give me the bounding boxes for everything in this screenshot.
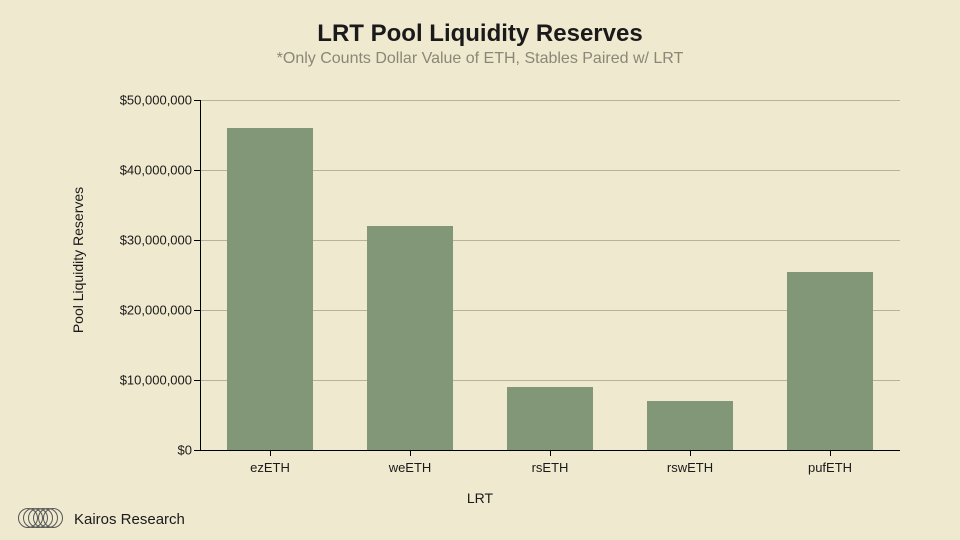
y-tick-label: $40,000,000 — [120, 163, 200, 178]
y-tick-label: $30,000,000 — [120, 233, 200, 248]
chart-title: LRT Pool Liquidity Reserves — [0, 20, 960, 48]
x-tick-label: weETH — [389, 450, 432, 475]
chart-subtitle: *Only Counts Dollar Value of ETH, Stable… — [0, 50, 960, 68]
y-tick-label: $50,000,000 — [120, 93, 200, 108]
bar — [787, 272, 874, 451]
x-axis-label: LRT — [0, 490, 960, 506]
bar — [647, 401, 734, 450]
kairos-logo-icon — [18, 508, 66, 530]
footer-brand: Kairos Research — [18, 508, 185, 530]
gridline — [200, 100, 900, 101]
x-tick-label: rsETH — [532, 450, 569, 475]
x-tick-label: rswETH — [667, 450, 713, 475]
x-axis-line — [200, 450, 900, 451]
bar — [227, 128, 314, 450]
y-tick-label: $20,000,000 — [120, 303, 200, 318]
chart-canvas: LRT Pool Liquidity Reserves *Only Counts… — [0, 0, 960, 540]
bar — [507, 387, 594, 450]
x-tick-label: ezETH — [250, 450, 290, 475]
y-tick-label: $0 — [178, 443, 200, 458]
footer-brand-text: Kairos Research — [74, 511, 185, 528]
y-axis-label: Pool Liquidity Reserves — [70, 160, 86, 360]
y-tick-label: $10,000,000 — [120, 373, 200, 388]
bar — [367, 226, 454, 450]
x-tick-label: pufETH — [808, 450, 852, 475]
plot-area: $0$10,000,000$20,000,000$30,000,000$40,0… — [200, 100, 900, 450]
y-axis-line — [200, 100, 201, 450]
